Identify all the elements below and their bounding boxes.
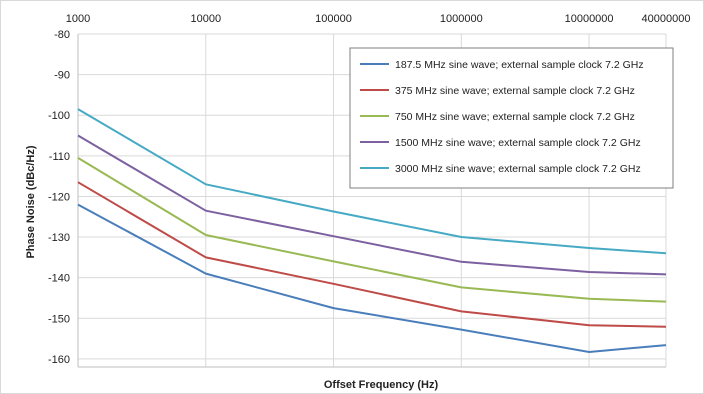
series-line-1 — [77, 203, 667, 353]
y-tick-label: -140 — [48, 273, 70, 285]
y-tick-label: -160 — [48, 354, 70, 366]
series-line-4 — [77, 134, 667, 276]
y-tick-label: -100 — [48, 110, 70, 122]
series-line-5 — [77, 108, 667, 255]
y-tick-label: -110 — [49, 151, 70, 163]
series-line-3 — [77, 157, 667, 303]
legend-label-4: 1500 MHz sine wave; external sample cloc… — [395, 137, 641, 149]
tick-label-layer: -80 -90 -100 -110 -120 -130 -140 -150 -160 1000 10… — [48, 13, 691, 366]
series-layer — [77, 108, 667, 353]
y-tick-label: -80 — [54, 29, 70, 41]
x-tick-label: 100000 — [315, 13, 352, 25]
legend-label-1: 187.5 MHz sine wave; external sample clo… — [395, 59, 644, 71]
x-tick-label: 1000 — [66, 13, 90, 25]
y-tick-label: -130 — [48, 232, 70, 244]
x-tick-label: 40000000 — [642, 13, 691, 25]
legend-label-5: 3000 MHz sine wave; external sample cloc… — [395, 163, 641, 175]
x-axis-title: Offset Frequency (Hz) — [324, 379, 439, 391]
legend-label-3: 750 MHz sine wave; external sample clock… — [395, 111, 635, 123]
x-tick-label: 10000000 — [565, 13, 614, 25]
legend-label-2: 375 MHz sine wave; external sample clock… — [395, 85, 635, 97]
legend: 187.5 MHz sine wave; external sample clo… — [349, 47, 674, 189]
y-tick-label: -150 — [48, 313, 70, 325]
legend-box — [349, 47, 674, 189]
y-axis-title: Phase Noise (dBc/Hz) — [25, 145, 37, 258]
x-tick-label: 1000000 — [440, 13, 483, 25]
y-tick-label: -90 — [54, 70, 70, 82]
x-tick-label: 10000 — [190, 13, 221, 25]
y-tick-label: -120 — [48, 191, 70, 203]
series-line-2 — [77, 181, 667, 328]
